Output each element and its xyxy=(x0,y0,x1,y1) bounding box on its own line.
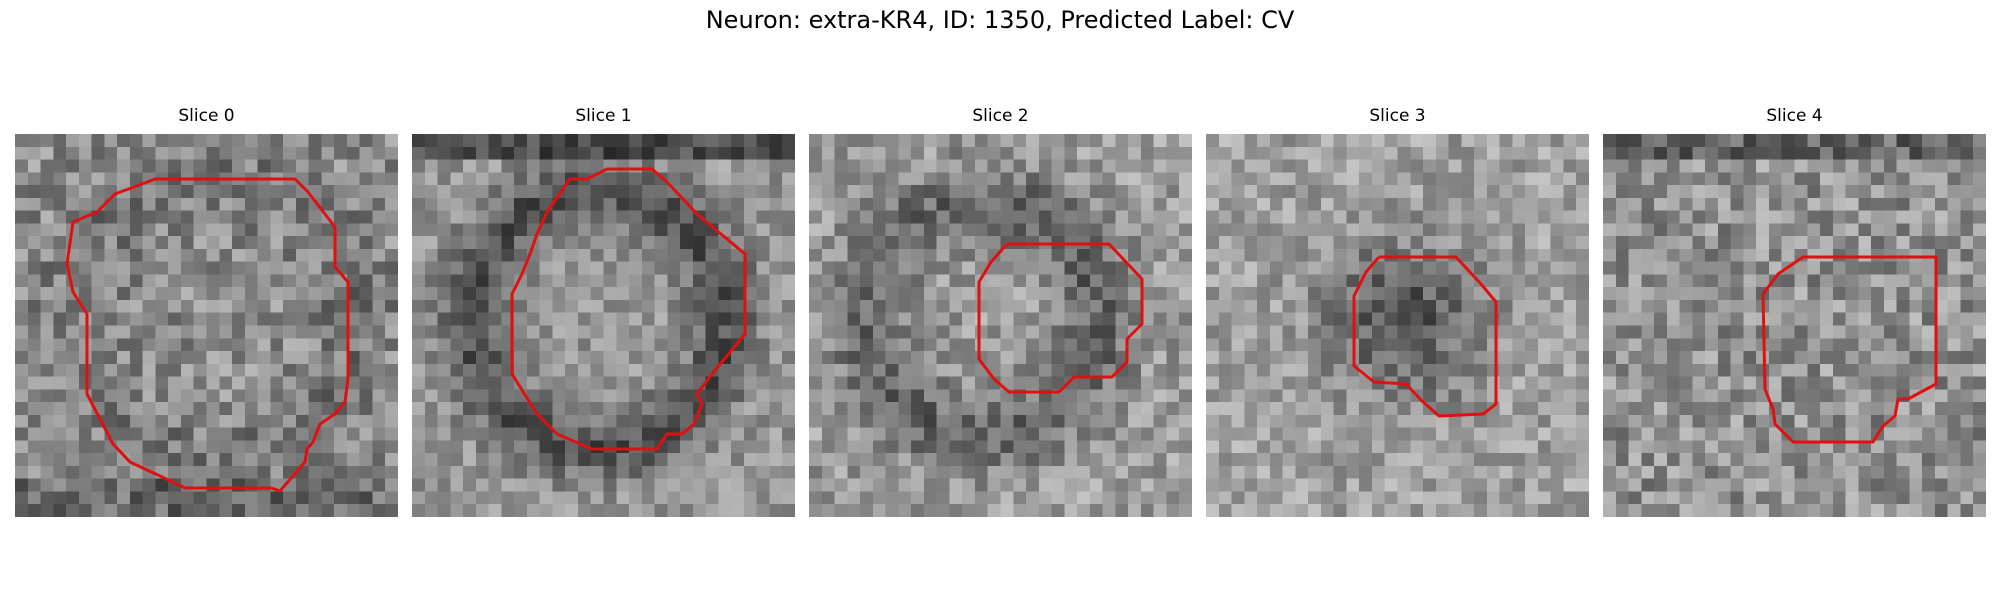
grayscale-slice-image xyxy=(1603,134,1986,517)
segmentation-contour xyxy=(1761,255,1938,444)
segmentation-contour xyxy=(65,177,350,493)
slice-title: Slice 1 xyxy=(575,106,632,126)
grayscale-slice-image xyxy=(15,134,398,517)
contour-overlay xyxy=(510,167,747,451)
grayscale-slice-image xyxy=(1206,134,1589,517)
contour-overlay xyxy=(1761,255,1938,444)
slice-title: Slice 0 xyxy=(178,106,235,126)
slice-title: Slice 2 xyxy=(972,106,1029,126)
contour-overlay xyxy=(977,242,1144,394)
contour-overlay xyxy=(1352,255,1498,418)
segmentation-contour xyxy=(510,167,747,451)
slice-panel-2: Slice 2 xyxy=(809,106,1192,517)
slice-panel-0: Slice 0 xyxy=(15,106,398,517)
slice-title: Slice 3 xyxy=(1369,106,1426,126)
slice-panel-3: Slice 3 xyxy=(1206,106,1589,517)
segmentation-contour xyxy=(977,242,1144,394)
slice-panel-4: Slice 4 xyxy=(1603,106,1986,517)
slice-panel-1: Slice 1 xyxy=(412,106,795,517)
grayscale-slice-image xyxy=(809,134,1192,517)
segmentation-contour xyxy=(1352,255,1498,418)
contour-overlay xyxy=(65,177,350,493)
figure-title: Neuron: extra-KR4, ID: 1350, Predicted L… xyxy=(705,6,1295,34)
slice-title: Slice 4 xyxy=(1766,106,1823,126)
grayscale-slice-image xyxy=(412,134,795,517)
